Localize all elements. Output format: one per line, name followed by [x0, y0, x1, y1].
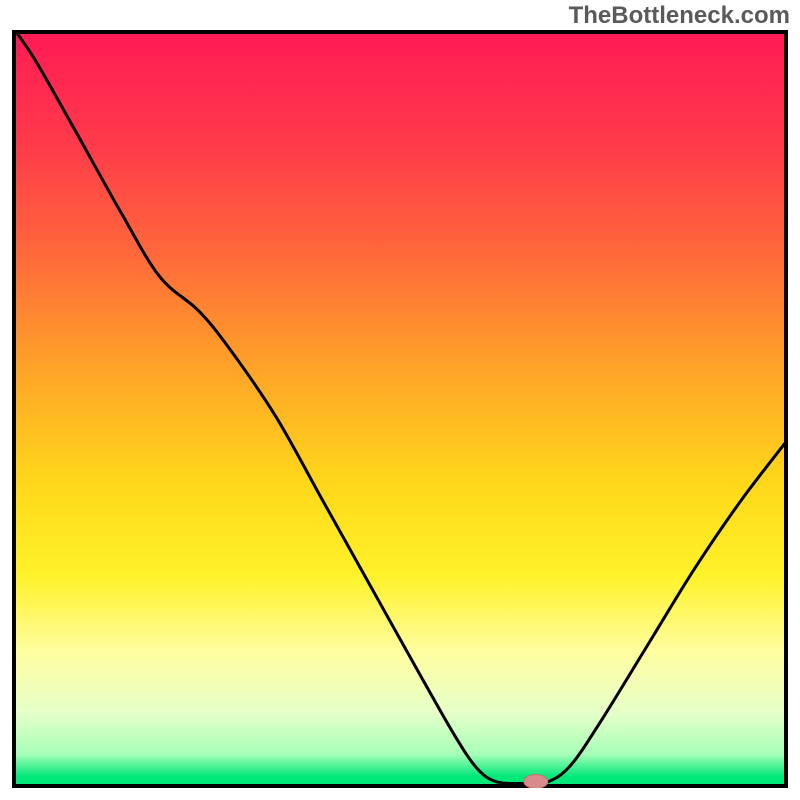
plot-background — [12, 30, 788, 788]
bottleneck-chart — [12, 30, 788, 788]
optimal-marker — [524, 774, 548, 788]
watermark-text: TheBottleneck.com — [569, 2, 790, 30]
chart-container: TheBottleneck.com — [0, 0, 800, 800]
